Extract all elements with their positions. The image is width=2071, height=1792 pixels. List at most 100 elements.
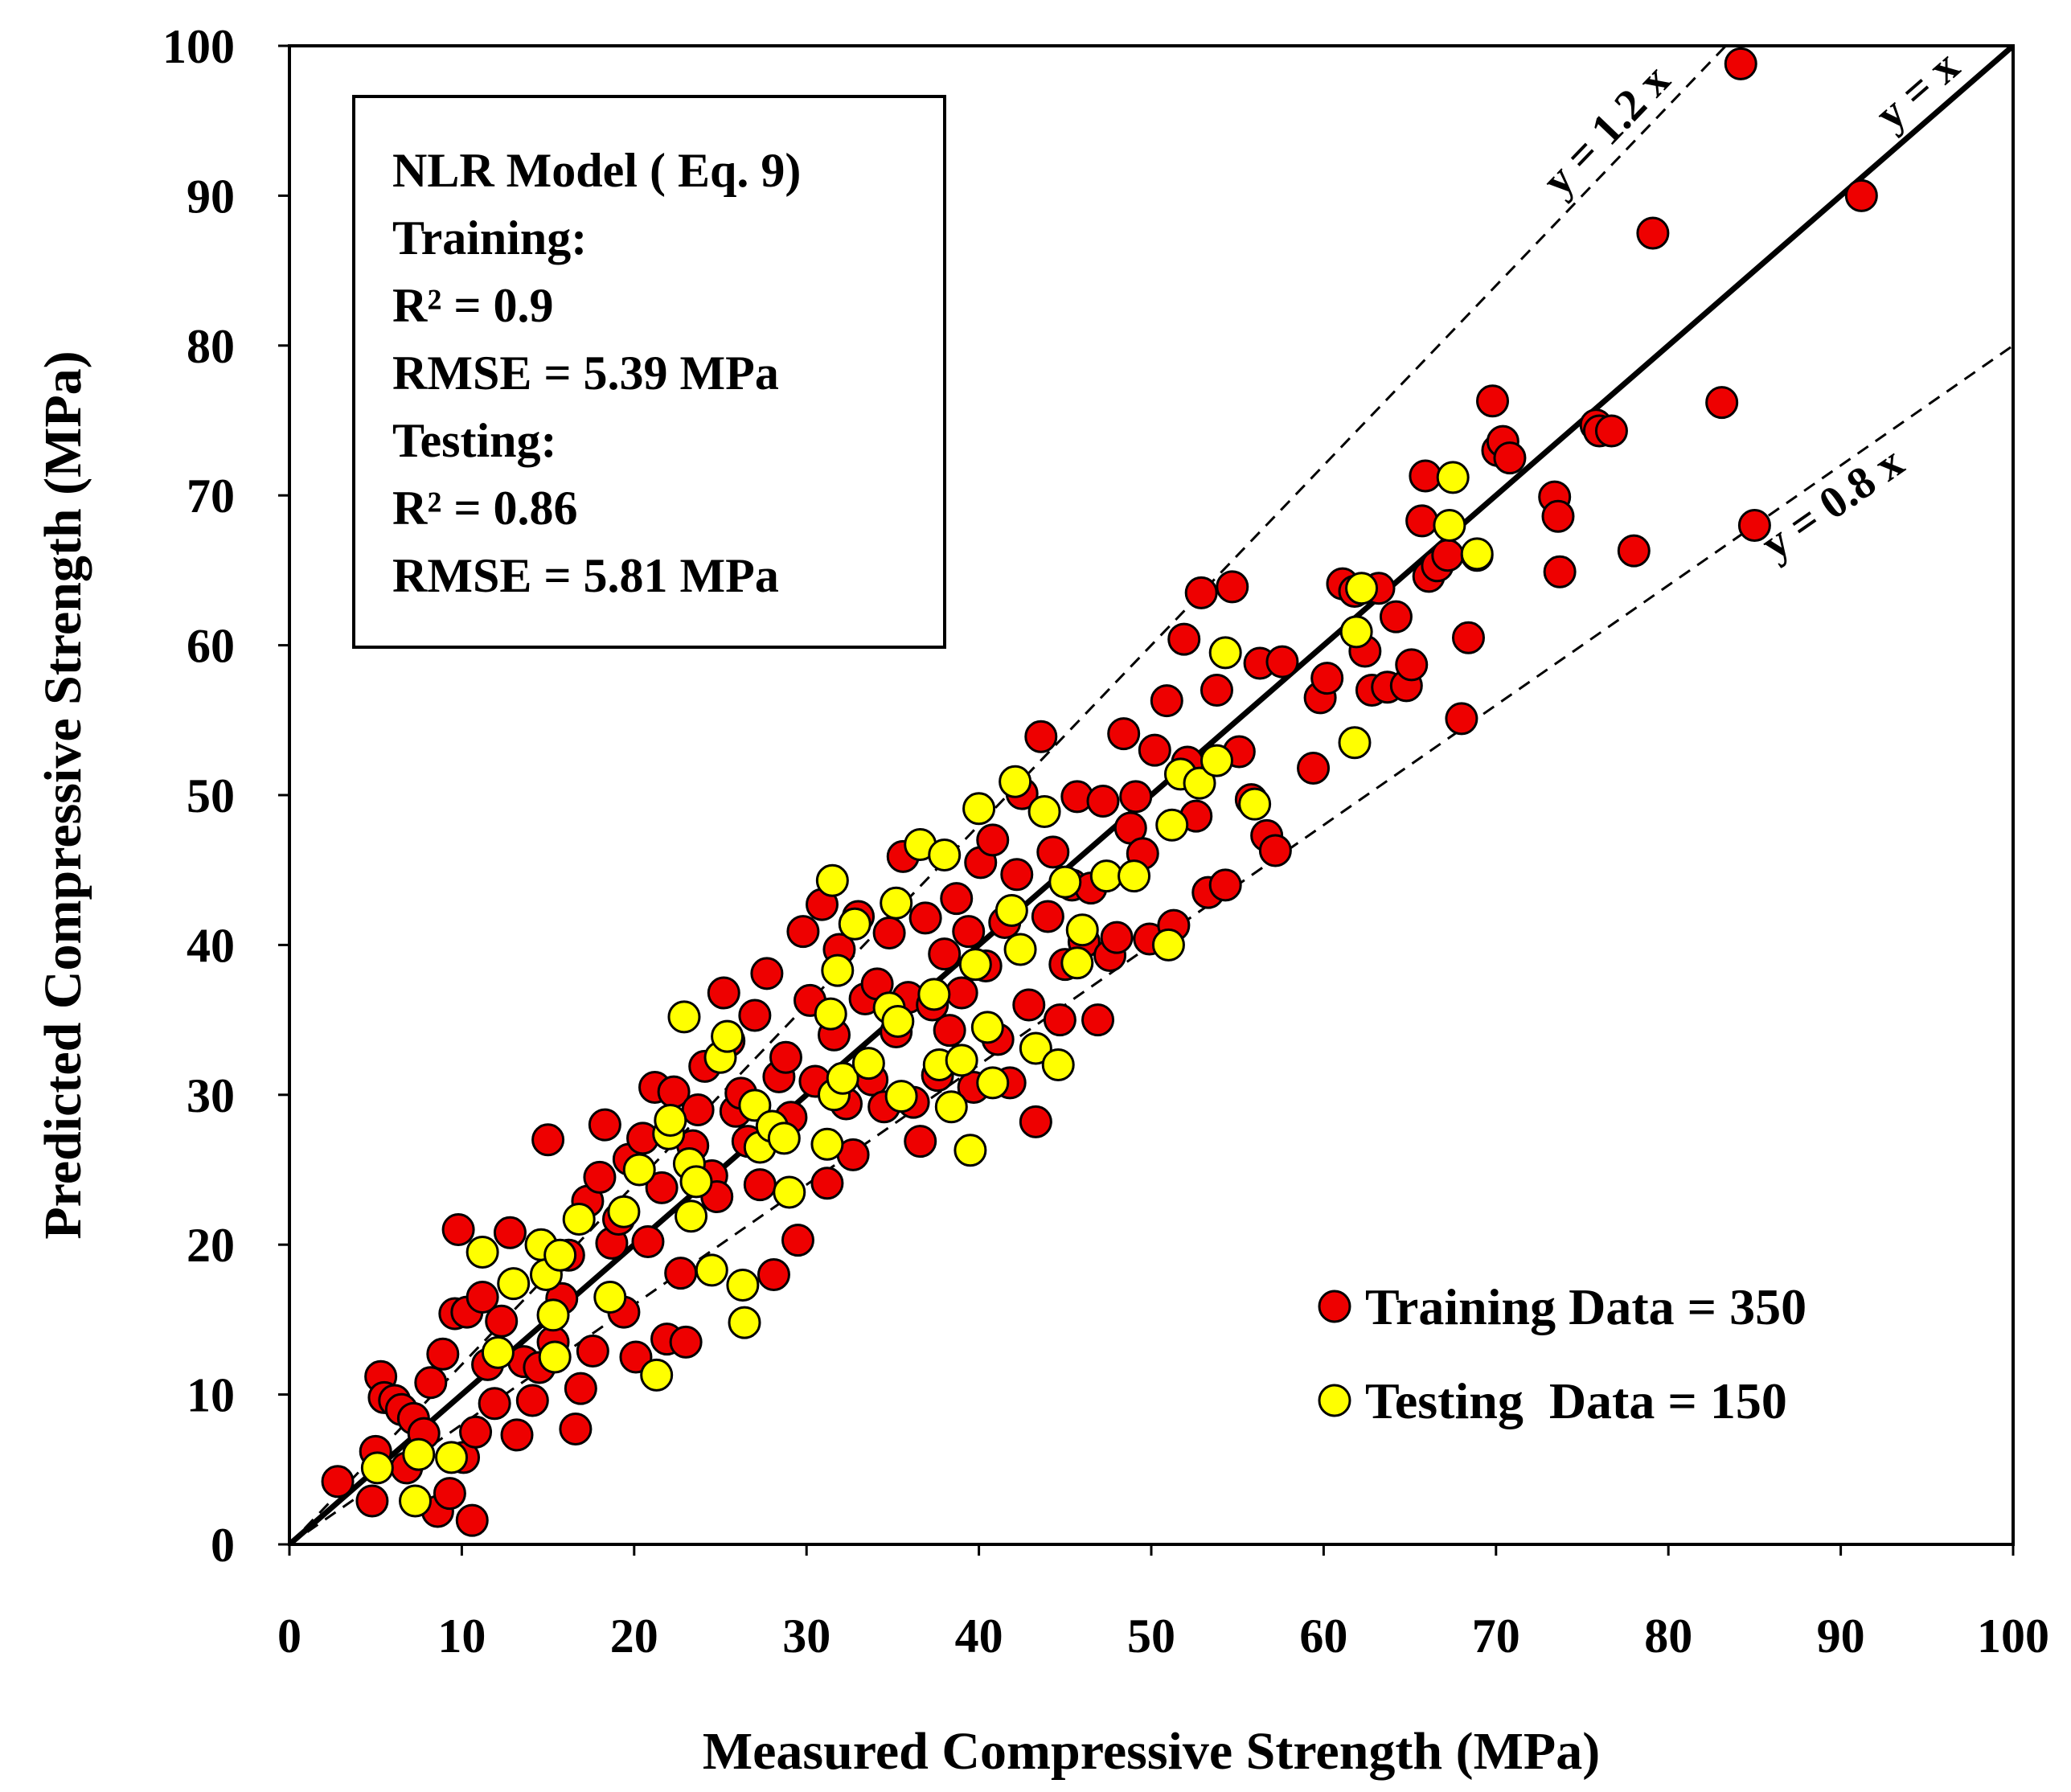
training-point xyxy=(1100,921,1134,954)
training-point xyxy=(976,823,1010,857)
y-tick-label: 0 xyxy=(211,1519,235,1572)
legend-training-marker xyxy=(1318,1290,1351,1323)
training-point xyxy=(1081,1003,1115,1037)
y-tick-label: 50 xyxy=(187,769,235,822)
training-point xyxy=(769,1040,802,1074)
legend-testing-label: Testing Data = 150 xyxy=(1365,1372,1787,1429)
testing-point xyxy=(1019,1031,1052,1065)
training-point xyxy=(1451,621,1485,654)
testing-point xyxy=(1460,537,1494,571)
training-point xyxy=(1543,555,1577,588)
training-point xyxy=(1617,534,1651,568)
training-point xyxy=(933,1014,966,1048)
training-point xyxy=(1844,178,1878,212)
testing-point xyxy=(675,1199,708,1233)
training-point xyxy=(1379,600,1413,634)
testing-point xyxy=(695,1253,728,1287)
testing-point xyxy=(1003,933,1037,966)
y-tick-label: 100 xyxy=(162,20,235,73)
training-point xyxy=(1208,868,1242,902)
training-point xyxy=(810,1167,844,1200)
x-tick-label: 0 xyxy=(277,1610,301,1663)
stats-training-r2: R² = 0.9 xyxy=(392,279,554,332)
testing-point xyxy=(543,1238,577,1272)
training-point xyxy=(583,1160,617,1194)
training-point xyxy=(1138,733,1171,767)
training-point xyxy=(1541,499,1575,533)
training-point xyxy=(940,882,974,916)
testing-point xyxy=(1060,946,1094,980)
testing-point xyxy=(711,1019,744,1053)
y-tick-label: 20 xyxy=(187,1219,235,1272)
stats-training-label: Training: xyxy=(392,211,587,264)
training-point xyxy=(1184,576,1218,609)
training-point xyxy=(1297,751,1331,785)
testing-point xyxy=(884,1080,918,1113)
training-point xyxy=(1737,508,1771,542)
x-axis-ticks: 0 10 20 30 40 50 60 70 80 90 100 xyxy=(277,1544,2049,1663)
training-point xyxy=(664,1257,698,1290)
testing-point xyxy=(465,1236,499,1269)
testing-point xyxy=(958,948,992,982)
y-tick-label: 10 xyxy=(187,1369,235,1422)
testing-point xyxy=(399,1484,433,1518)
training-point xyxy=(1265,645,1299,679)
testing-point xyxy=(962,792,996,826)
testing-point xyxy=(934,1090,968,1124)
testing-point xyxy=(851,1047,885,1081)
y-tick-label: 80 xyxy=(187,320,235,373)
testing-point xyxy=(679,1165,713,1199)
training-point xyxy=(1024,720,1058,753)
training-point xyxy=(485,1304,519,1338)
testing-point xyxy=(881,1004,915,1038)
testing-point xyxy=(814,997,847,1031)
y-tick-label: 30 xyxy=(187,1069,235,1122)
training-point xyxy=(1036,835,1070,869)
training-point xyxy=(908,901,942,935)
legend-testing-marker xyxy=(1318,1384,1351,1417)
testing-point xyxy=(1238,787,1272,821)
stats-testing-r2: R² = 0.86 xyxy=(392,482,578,535)
stats-testing-rmse: RMSE = 5.81 MPa xyxy=(392,549,779,602)
training-point xyxy=(500,1418,534,1452)
testing-point xyxy=(826,1061,859,1095)
y-axis-ticks: 0 10 20 30 40 50 60 70 80 90 100 xyxy=(162,20,289,1572)
training-point xyxy=(1150,684,1183,718)
testing-point xyxy=(838,907,871,941)
y-axis-title: Predicted Compressive Strength (MPa) xyxy=(34,351,92,1239)
testing-point xyxy=(970,1011,1004,1044)
training-point xyxy=(645,1171,679,1204)
x-tick-label: 30 xyxy=(782,1610,830,1663)
training-point xyxy=(433,1477,466,1511)
testing-point xyxy=(667,1000,701,1034)
testing-point xyxy=(880,886,913,920)
training-point xyxy=(1107,717,1141,751)
testing-point xyxy=(994,894,1028,928)
training-point xyxy=(1031,900,1064,933)
testing-point xyxy=(767,1122,801,1155)
training-point xyxy=(928,937,962,971)
training-point xyxy=(1310,662,1344,695)
training-point xyxy=(1167,622,1201,656)
training-point xyxy=(1405,504,1439,538)
testing-point xyxy=(1041,1048,1075,1082)
testing-point xyxy=(953,1134,987,1167)
training-point xyxy=(1012,988,1046,1022)
training-point xyxy=(355,1484,389,1518)
training-point xyxy=(669,1325,703,1359)
testing-point xyxy=(640,1358,674,1392)
testing-point xyxy=(1345,572,1379,605)
training-point xyxy=(1493,441,1527,475)
testing-point xyxy=(654,1103,687,1137)
training-point xyxy=(750,957,784,990)
x-tick-label: 80 xyxy=(1644,1610,1692,1663)
testing-point xyxy=(728,1306,761,1339)
training-point xyxy=(465,1280,499,1314)
training-point xyxy=(619,1340,653,1374)
stats-box: NLR Model ( Eq. 9) Training: R² = 0.9 RM… xyxy=(352,95,946,649)
training-point xyxy=(1258,834,1292,867)
training-point xyxy=(1724,47,1757,80)
y-tick-label: 70 xyxy=(187,470,235,523)
stats-box-frame xyxy=(352,95,946,649)
y-tick-label: 60 xyxy=(187,620,235,673)
